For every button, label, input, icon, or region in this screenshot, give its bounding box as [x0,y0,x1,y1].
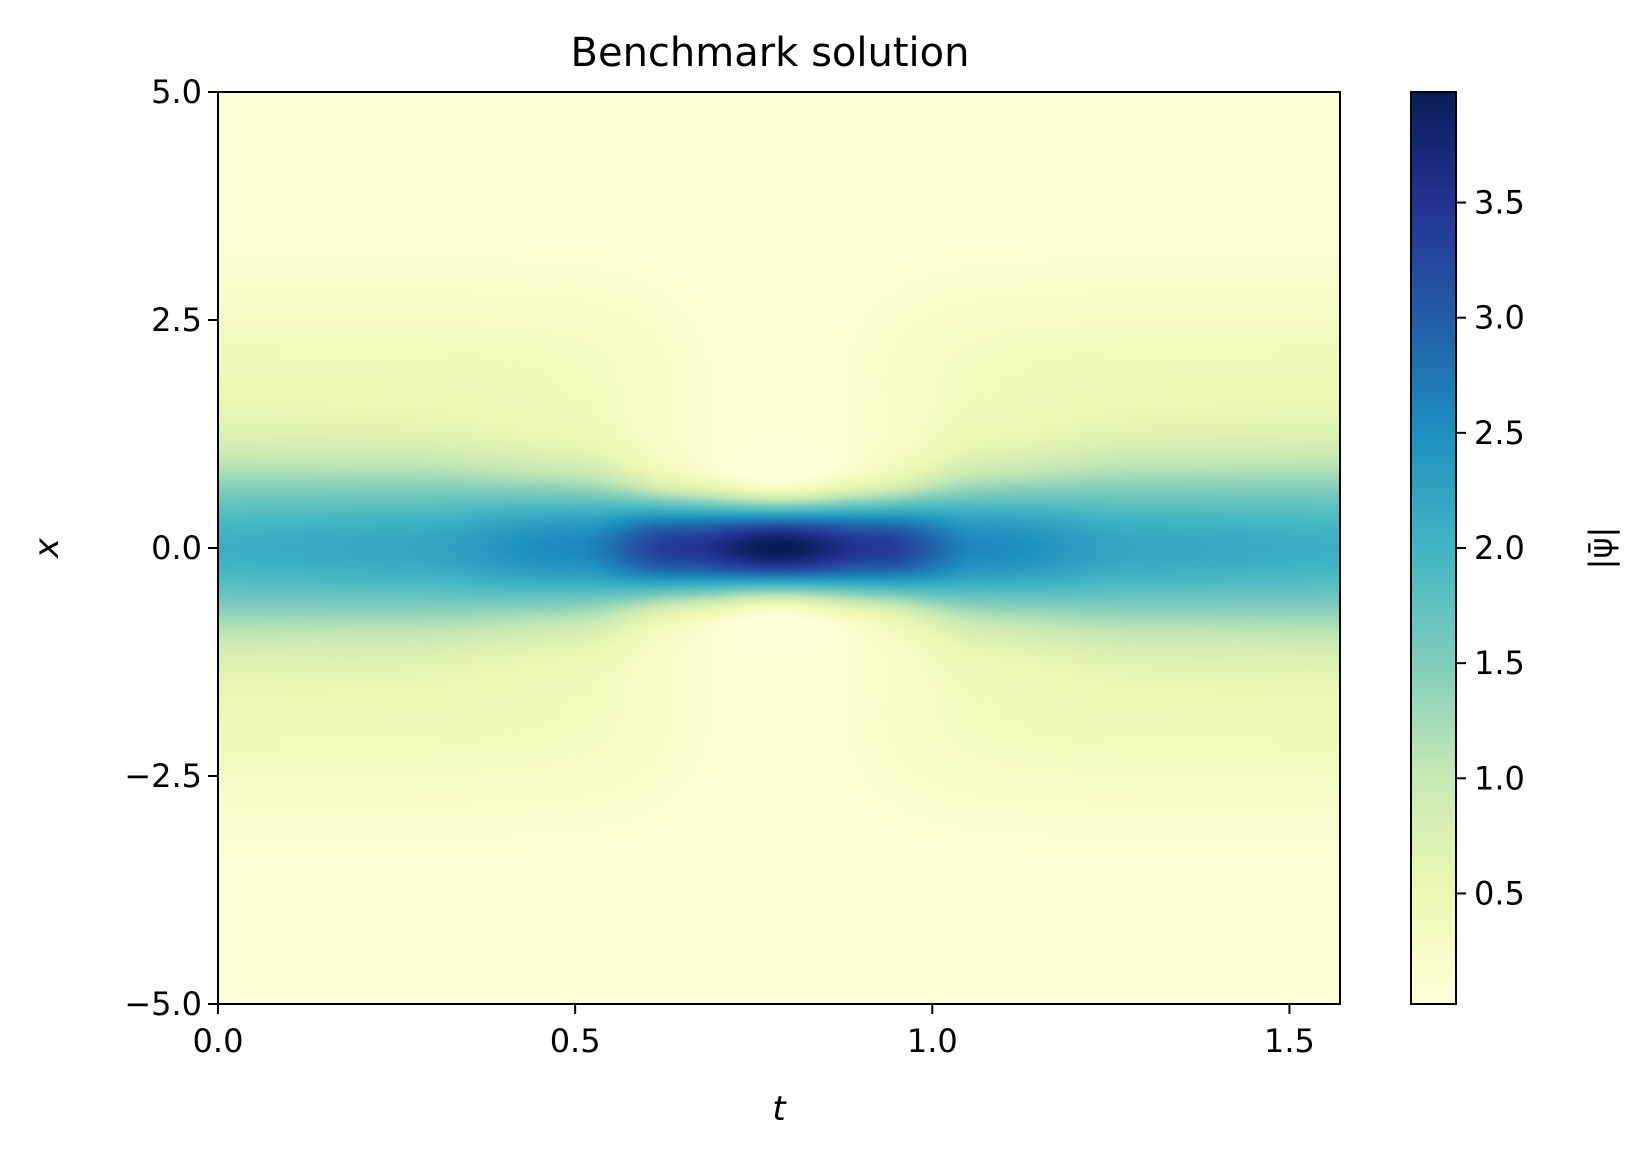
x-axis: 0.0 0.5 1.0 1.5 [193,1004,1315,1060]
colorbar-tick-label: 2.0 [1474,529,1525,567]
colorbar-gradient [1411,92,1456,1004]
heatmap-image [218,92,1340,1004]
y-tick-label: 5.0 [151,73,202,111]
colorbar: 0.5 1.0 1.5 2.0 2.5 3.0 3.5 |ψ̄| [1410,91,1620,1005]
colorbar-tick-label: 2.5 [1474,414,1525,452]
x-tick-label: 0.0 [193,1022,244,1060]
x-tick-label: 0.5 [550,1022,601,1060]
y-axis: 5.0 2.5 0.0 −2.5 −5.0 [124,73,218,1023]
y-axis-label: x [27,537,67,559]
y-tick-label: 2.5 [151,301,202,339]
colorbar-tick-label: 3.0 [1474,299,1525,337]
colorbar-tick-label: 0.5 [1474,874,1525,912]
colorbar-tick-label: 3.5 [1474,184,1525,222]
colorbar-label: |ψ̄| [1582,527,1620,570]
x-axis-label: t [772,1089,787,1129]
y-tick-label: −5.0 [124,985,202,1023]
plot-area [217,91,1341,1005]
chart-title: Benchmark solution [571,30,970,76]
x-tick-label: 1.0 [907,1022,958,1060]
x-tick-label: 1.5 [1264,1022,1315,1060]
y-tick-label: 0.0 [151,529,202,567]
y-tick-label: −2.5 [124,757,202,795]
colorbar-tick-label: 1.5 [1474,644,1525,682]
colorbar-ticks: 0.5 1.0 1.5 2.0 2.5 3.0 3.5 [1456,184,1525,912]
colorbar-tick-label: 1.0 [1474,759,1525,797]
